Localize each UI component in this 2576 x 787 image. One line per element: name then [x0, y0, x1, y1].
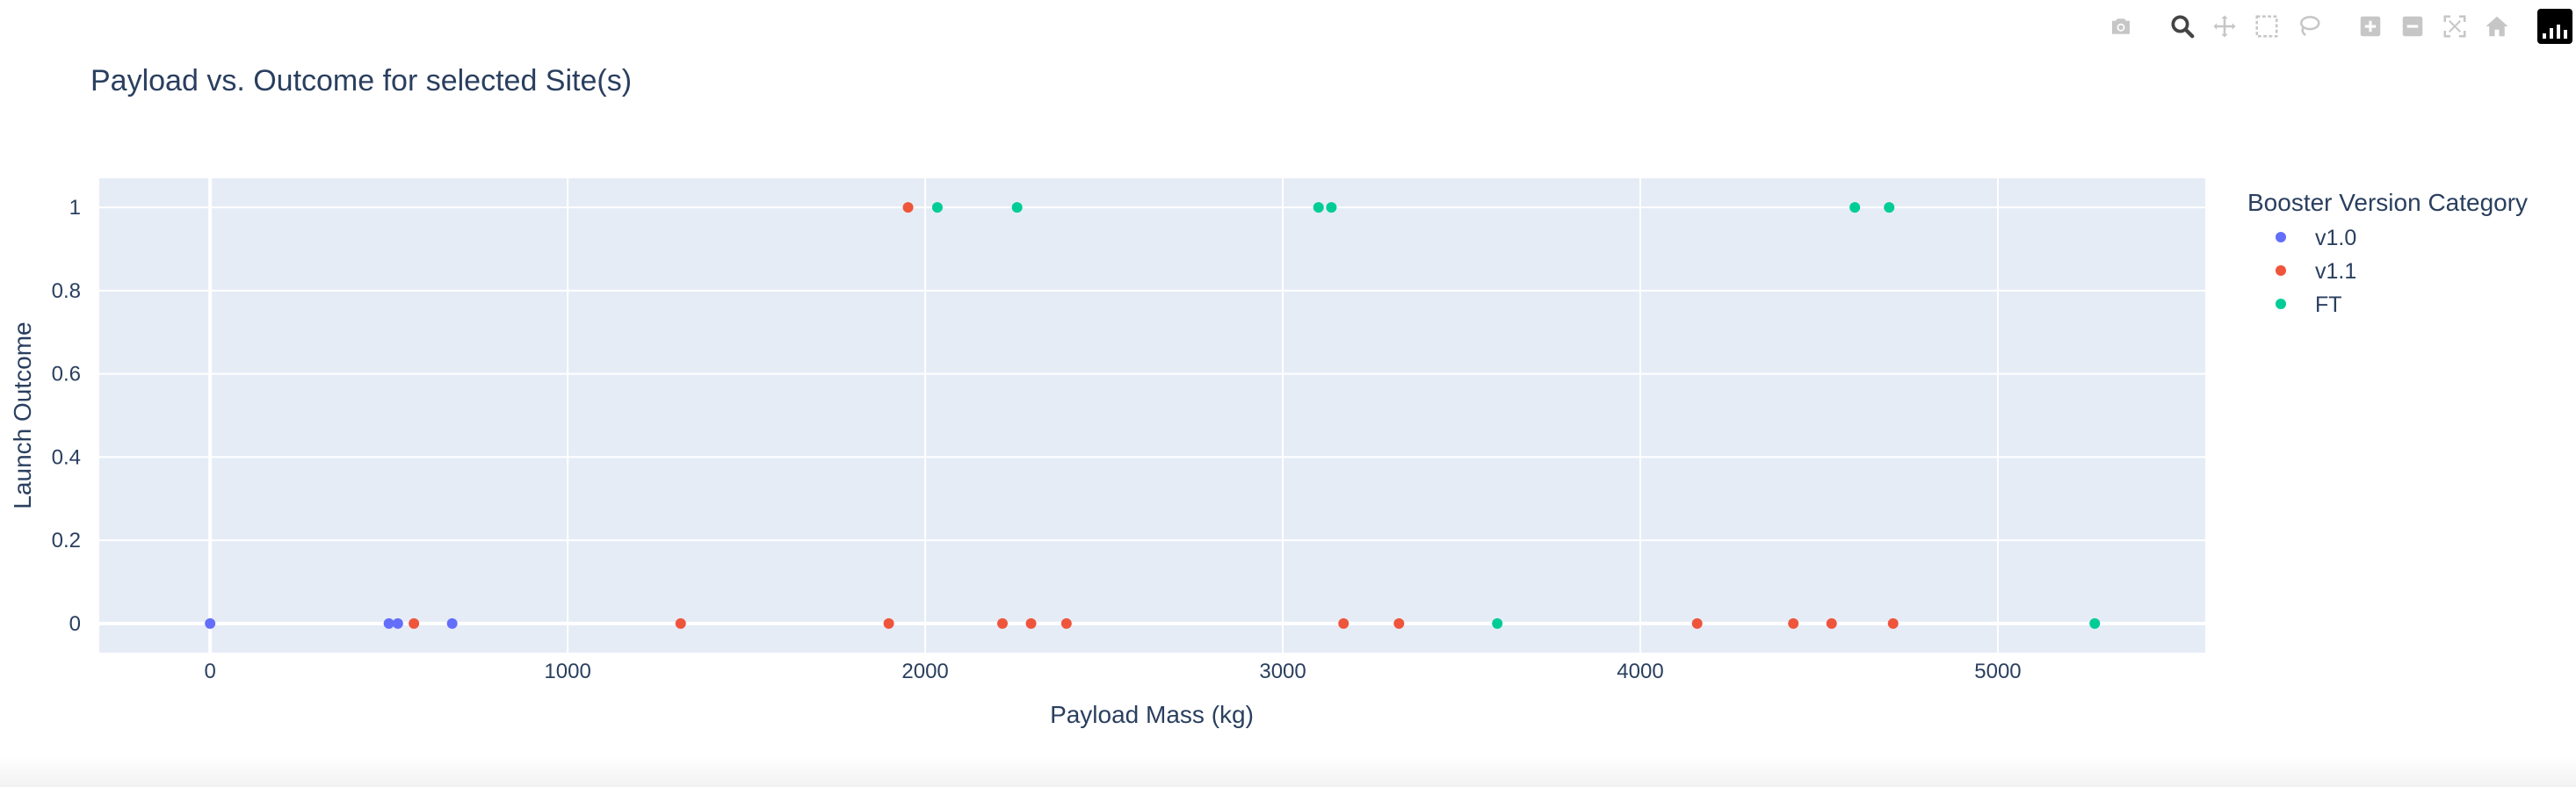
- page-bottom-shadow: [0, 755, 2576, 787]
- x-gridlines: [208, 178, 1999, 653]
- data-point[interactable]: [675, 617, 686, 629]
- legend[interactable]: Booster Version Category v1.0 v1.1 FT: [2247, 189, 2528, 317]
- data-point[interactable]: [2089, 617, 2101, 629]
- legend-items[interactable]: v1.0 v1.1 FT: [2276, 226, 2356, 317]
- data-point[interactable]: [1011, 202, 1023, 213]
- data-point[interactable]: [446, 617, 458, 629]
- legend-label[interactable]: v1.0: [2315, 226, 2356, 250]
- data-point[interactable]: [409, 617, 420, 629]
- chart-title: Payload vs. Outcome for selected Site(s): [90, 64, 632, 97]
- legend-label[interactable]: v1.1: [2315, 259, 2356, 284]
- legend-marker[interactable]: [2276, 232, 2286, 242]
- legend-marker[interactable]: [2276, 265, 2286, 276]
- data-point[interactable]: [1887, 617, 1899, 629]
- data-point[interactable]: [902, 202, 914, 213]
- data-point[interactable]: [1060, 617, 1072, 629]
- data-point[interactable]: [883, 617, 894, 629]
- legend-marker[interactable]: [2276, 299, 2286, 309]
- y-tick-label: 0.8: [52, 279, 81, 303]
- data-point[interactable]: [205, 617, 216, 629]
- x-tick-labels: 0 1000 2000 3000 4000 5000: [204, 660, 2021, 683]
- legend-title: Booster Version Category: [2247, 189, 2528, 216]
- y-tick-label: 0: [69, 612, 81, 636]
- zoom-in-icon[interactable]: [2353, 9, 2388, 44]
- data-point[interactable]: [1393, 617, 1405, 629]
- data-point[interactable]: [1025, 617, 1037, 629]
- plotly-logo-icon[interactable]: [2537, 9, 2572, 44]
- data-point[interactable]: [1492, 617, 1503, 629]
- y-tick-labels: 0 0.2 0.4 0.6 0.8 1: [52, 196, 81, 636]
- data-point[interactable]: [383, 617, 394, 629]
- data-point[interactable]: [1326, 202, 1337, 213]
- y-tick-label: 0.4: [52, 445, 81, 469]
- x-tick-label: 2000: [901, 660, 948, 683]
- lasso-icon[interactable]: [2291, 9, 2326, 44]
- autoscale-icon[interactable]: [2437, 9, 2472, 44]
- y-tick-label: 0.6: [52, 363, 81, 386]
- plot-area[interactable]: [99, 178, 2205, 653]
- data-points[interactable]: [205, 202, 2101, 629]
- x-tick-label: 3000: [1259, 660, 1306, 683]
- x-tick-label: 4000: [1617, 660, 1663, 683]
- y-tick-label: 0.2: [52, 529, 81, 552]
- x-tick-label: 1000: [544, 660, 590, 683]
- x-axis-label: Payload Mass (kg): [1050, 701, 1254, 728]
- data-point[interactable]: [1826, 617, 1837, 629]
- data-point[interactable]: [1788, 617, 1799, 629]
- reset-axes-icon[interactable]: [2479, 9, 2514, 44]
- data-point[interactable]: [931, 202, 943, 213]
- data-point[interactable]: [996, 617, 1008, 629]
- y-tick-label: 1: [69, 196, 81, 220]
- zoom-icon[interactable]: [2165, 9, 2200, 44]
- x-tick-label: 0: [204, 660, 215, 683]
- data-point[interactable]: [1884, 202, 1895, 213]
- y-axis-label: Launch Outcome: [9, 321, 36, 509]
- x-tick-label: 5000: [1974, 660, 2021, 683]
- camera-icon[interactable]: [2103, 9, 2138, 44]
- data-point[interactable]: [392, 617, 403, 629]
- modebar: [2080, 9, 2576, 44]
- data-point[interactable]: [1313, 202, 1324, 213]
- data-point[interactable]: [1338, 617, 1350, 629]
- pan-icon[interactable]: [2207, 9, 2242, 44]
- data-point[interactable]: [1849, 202, 1861, 213]
- box-select-icon[interactable]: [2249, 9, 2284, 44]
- zoom-out-icon[interactable]: [2395, 9, 2430, 44]
- data-point[interactable]: [1691, 617, 1703, 629]
- legend-label[interactable]: FT: [2315, 292, 2342, 317]
